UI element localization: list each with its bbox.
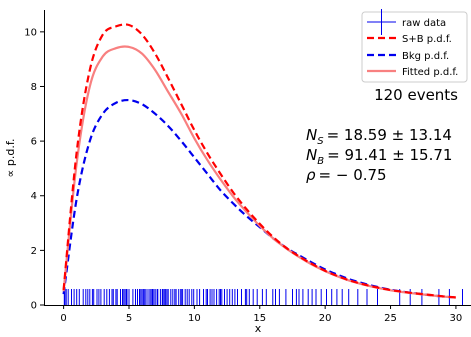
ns-annotation: NS = 18.59 ± 13.14 [306,126,452,147]
y-ticks: 0 2 4 6 8 10 [24,27,44,312]
ns-symbol: N [306,126,317,144]
legend-label-raw-data: raw data [402,18,446,29]
nb-symbol: N [306,146,317,164]
legend-box [361,11,468,83]
x-tick-label: 20 [319,313,332,324]
legend-entry-fitted: Fitted p.d.f. [367,67,458,78]
rho-annotation: ρ = − 0.75 [306,166,387,184]
legend-entry-bkg: Bkg p.d.f. [367,51,449,62]
y-tick-label: 2 [31,246,37,257]
x-tick-label: 5 [126,313,132,324]
x-tick-label: 0 [60,313,66,324]
legend-entry-raw-data: raw data [367,9,446,35]
ns-value: = 18.59 ± 13.14 [327,126,452,144]
x-tick-label: 30 [450,313,463,324]
raw-data-rug [63,289,463,305]
x-axis-label: x [255,322,262,335]
y-tick-label: 0 [31,301,37,312]
y-axis-label: ∝ p.d.f. [4,139,17,178]
y-tick-label: 10 [24,27,37,38]
events-annotation: 120 events [374,86,458,104]
legend: raw data S+B p.d.f. Bkg p.d.f. Fitted p.… [361,9,468,83]
nb-subscript: B [317,156,324,167]
y-tick-label: 4 [31,191,37,202]
y-tick-label: 8 [31,82,37,93]
y-tick-label: 6 [31,137,37,148]
series-line-fitted [62,45,456,299]
x-tick-label: 25 [384,313,397,324]
legend-label-bkg: Bkg p.d.f. [402,51,449,62]
nb-value: = 91.41 ± 15.71 [327,146,452,164]
rho-symbol: ρ [306,166,316,184]
nb-annotation: NB = 91.41 ± 15.71 [306,146,452,167]
legend-label-sb: S+B p.d.f. [402,34,452,45]
legend-label-fitted: Fitted p.d.f. [402,67,458,78]
x-tick-label: 15 [253,313,266,324]
curves [62,23,456,299]
rho-value: = − 0.75 [319,166,387,184]
x-tick-label: 10 [188,313,201,324]
legend-entry-sb: S+B p.d.f. [367,34,452,45]
ns-subscript: S [317,136,324,147]
x-ticks: 0 5 10 15 20 25 30 [60,305,462,324]
